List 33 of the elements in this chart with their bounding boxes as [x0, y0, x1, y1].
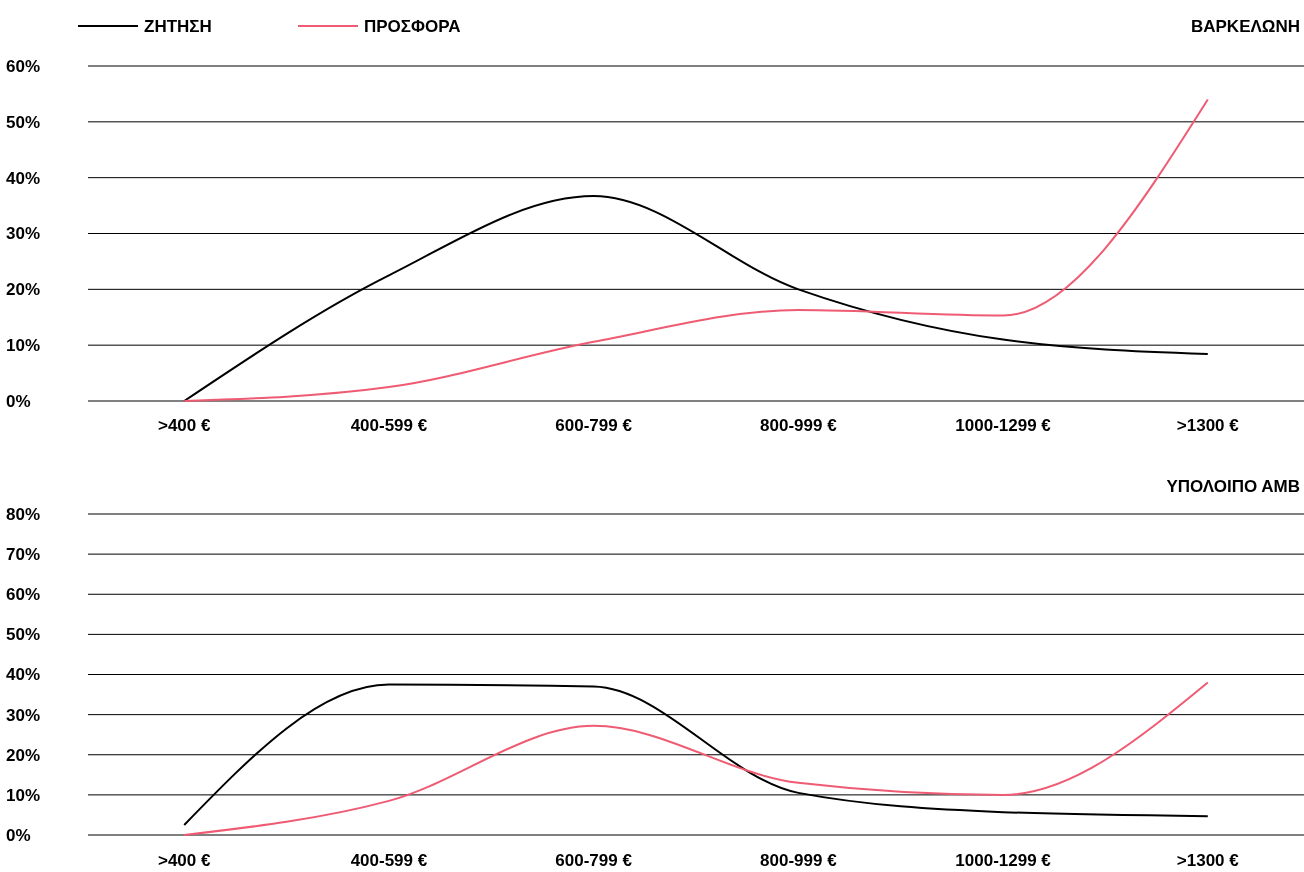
y-tick-label: 20% [6, 280, 41, 300]
y-tick-label: 30% [6, 224, 41, 244]
y-tick-label: 40% [6, 665, 41, 685]
y-tick-label: 80% [6, 504, 41, 524]
x-tick-label: 400-599 € [350, 415, 428, 435]
chart-title: ΥΠΟΛΟΙΠΟ ΑΜΒ [1166, 476, 1300, 496]
y-tick-label: 20% [6, 745, 41, 765]
x-tick-label: >400 € [157, 850, 211, 870]
y-tick-label: 50% [6, 625, 41, 645]
y-tick-label: 10% [6, 336, 41, 356]
y-tick-label: 10% [6, 785, 41, 805]
legend-label: ΠΡΟΣΦΟΡΑ [364, 16, 461, 36]
y-tick-label: 0% [6, 825, 31, 845]
y-tick-label: 0% [6, 391, 31, 411]
x-tick-label: 600-799 € [555, 415, 633, 435]
x-tick-label: >400 € [157, 415, 211, 435]
line-series [183, 98, 1209, 402]
y-tick-label: 50% [6, 112, 41, 132]
y-tick-label: 60% [6, 585, 41, 605]
legend-label: ΖΗΤΗΣΗ [144, 16, 212, 36]
x-tick-label: 400-599 € [350, 850, 428, 870]
x-tick-label: 1000-1299 € [955, 850, 1052, 870]
x-tick-label: 1000-1299 € [955, 415, 1052, 435]
y-tick-label: 30% [6, 705, 41, 725]
x-tick-label: 600-799 € [555, 850, 633, 870]
x-tick-label: >1300 € [1176, 415, 1240, 435]
y-tick-label: 40% [6, 168, 41, 188]
x-tick-label: >1300 € [1176, 850, 1240, 870]
chart-title: ΒΑΡΚΕΛΩΝΗ [1190, 16, 1300, 36]
y-tick-label: 60% [6, 56, 41, 76]
y-tick-label: 70% [6, 545, 41, 565]
x-tick-label: 800-999 € [760, 415, 838, 435]
x-tick-label: 800-999 € [760, 850, 838, 870]
